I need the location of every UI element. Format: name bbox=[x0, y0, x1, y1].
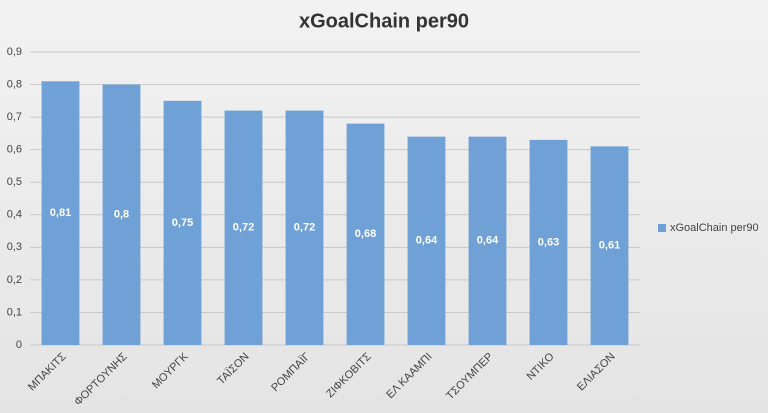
value-label: 0,64 bbox=[477, 235, 499, 247]
value-label: 0,72 bbox=[233, 222, 254, 234]
x-tick-label: ΕΛΙΑΣΟΝ bbox=[575, 351, 618, 394]
x-tick-label: ΦΟΡΤΟΥΝΗΣ bbox=[72, 351, 130, 409]
x-tick-label: ΝΤΙΚΟ bbox=[525, 350, 557, 382]
y-tick-label: 0,3 bbox=[7, 241, 22, 253]
value-label: 0,64 bbox=[416, 235, 438, 247]
value-label: 0,75 bbox=[172, 217, 193, 229]
y-tick-label: 0,2 bbox=[7, 274, 22, 286]
value-label: 0,63 bbox=[538, 236, 559, 248]
x-tick-label: ΜΟΥΡΓΚ bbox=[150, 350, 191, 391]
bar bbox=[285, 110, 324, 345]
x-tick-label: ΡΟΜΠΑΪΓ bbox=[269, 351, 312, 394]
y-tick-label: 0 bbox=[16, 339, 22, 351]
y-tick-label: 0,7 bbox=[7, 111, 22, 123]
x-tick-label: ΜΠΑΚΙΤΣ bbox=[26, 351, 69, 394]
x-tick-label: ΖΙΦΚΟΒΙΤΣ bbox=[324, 351, 374, 401]
bar bbox=[590, 146, 629, 345]
chart-title: xGoalChain per90 bbox=[299, 10, 469, 32]
value-label: 0,81 bbox=[50, 207, 71, 219]
legend-swatch bbox=[658, 224, 666, 232]
bar bbox=[346, 123, 385, 345]
bar bbox=[102, 84, 141, 346]
x-tick-label: ΕΛ ΚΑΑΜΠΙ bbox=[384, 351, 434, 401]
y-tick-label: 0,1 bbox=[7, 306, 22, 318]
bar bbox=[529, 139, 568, 345]
bar bbox=[468, 136, 507, 345]
x-tick-label: ΤΑΪΣΟΝ bbox=[215, 351, 252, 388]
bar bbox=[41, 81, 80, 346]
y-tick-label: 0,4 bbox=[7, 209, 22, 221]
bar bbox=[407, 136, 446, 345]
value-label: 0,68 bbox=[355, 228, 376, 240]
value-label: 0,72 bbox=[294, 222, 315, 234]
legend-label: xGoalChain per90 bbox=[670, 222, 759, 234]
value-label: 0,61 bbox=[599, 240, 620, 252]
value-label: 0,8 bbox=[114, 209, 129, 221]
y-tick-label: 0,9 bbox=[7, 46, 22, 58]
bar bbox=[224, 110, 263, 345]
y-tick-label: 0,6 bbox=[7, 144, 22, 156]
y-tick-label: 0,8 bbox=[7, 78, 22, 90]
bar bbox=[163, 100, 202, 345]
y-tick-label: 0,5 bbox=[7, 176, 22, 188]
x-tick-label: ΤΣΟΥΜΠΕΡ bbox=[444, 351, 496, 403]
